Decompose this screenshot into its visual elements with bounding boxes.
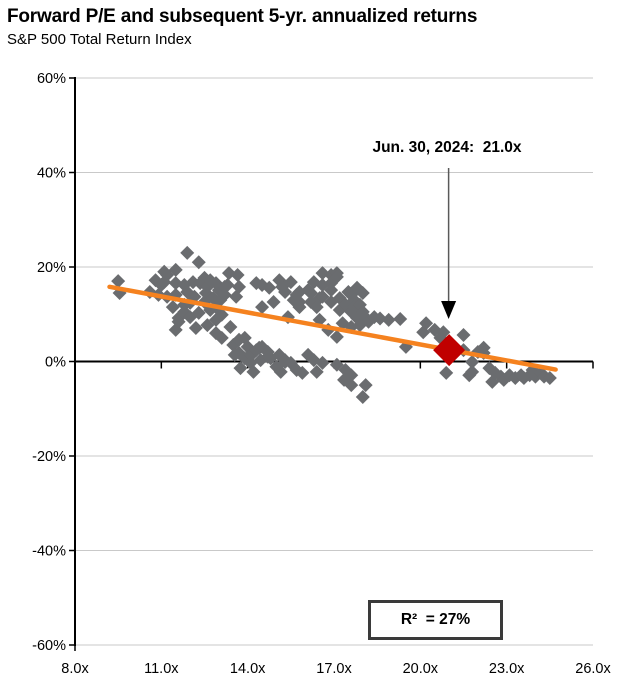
scatter-point	[217, 287, 232, 302]
scatter-point	[324, 283, 339, 298]
y-tick-label: 20%	[37, 260, 66, 276]
scatter-point	[111, 274, 126, 289]
x-tick-label: 11.0x	[144, 661, 179, 677]
scatter-point	[180, 245, 195, 260]
scatter-point	[255, 300, 270, 315]
scatter-point	[214, 330, 229, 345]
scatter-point	[223, 320, 238, 335]
r-squared-box: R² = 27%	[368, 600, 503, 640]
y-tick-label: -20%	[32, 449, 66, 465]
scatter-point	[229, 289, 244, 304]
scatter-point	[355, 389, 370, 404]
y-tick-label: -40%	[32, 544, 66, 560]
scatter-point	[220, 277, 235, 292]
scatter-point	[419, 316, 434, 331]
scatter-point	[171, 314, 186, 329]
scatter-point	[358, 378, 373, 393]
highlight-point	[433, 334, 466, 367]
scatter-point	[344, 378, 359, 393]
scatter-point	[191, 255, 206, 270]
scatter-point	[465, 364, 480, 379]
y-tick-label: 40%	[37, 166, 66, 182]
y-tick-label: 60%	[37, 71, 66, 87]
x-tick-label: 14.0x	[230, 661, 266, 677]
scatter-point	[266, 294, 281, 309]
scatter-point	[381, 312, 396, 327]
trend-line	[107, 284, 558, 372]
x-tick-label: 26.0x	[575, 661, 611, 677]
scatter-point	[246, 364, 261, 379]
x-tick-label: 17.0x	[316, 661, 352, 677]
scatter-point	[262, 280, 277, 295]
y-tick-label: -60%	[32, 638, 66, 654]
scatter-point	[439, 365, 454, 380]
scatter-point	[456, 328, 471, 343]
arrow-head-icon	[441, 301, 457, 319]
scatter-point	[295, 365, 310, 380]
scatter-point	[230, 268, 245, 283]
x-tick-label: 23.0x	[489, 661, 525, 677]
x-tick-label: 8.0x	[61, 661, 89, 677]
scatter-point	[292, 300, 307, 315]
scatter-point	[344, 368, 359, 383]
scatter-point	[273, 364, 288, 379]
highlight-annotation: Jun. 30, 2024: 21.0x	[372, 139, 522, 156]
scatter-point	[329, 269, 344, 284]
scatter-point	[393, 311, 408, 326]
scatter-point	[436, 325, 451, 340]
scatter-point	[188, 320, 203, 335]
scatter-point	[309, 364, 324, 379]
scatter-point	[165, 300, 180, 315]
scatter-point	[214, 307, 229, 322]
scatter-point	[233, 361, 248, 376]
scatter-point	[283, 275, 298, 290]
scatter-point	[373, 311, 388, 326]
scatter-point	[355, 285, 370, 300]
r-squared-label: R² = 27%	[400, 611, 471, 628]
scatter-point	[542, 371, 557, 386]
scatter-point	[191, 305, 206, 320]
chart-subtitle: S&P 500 Total Return Index	[7, 31, 192, 48]
x-tick-label: 20.0x	[403, 661, 439, 677]
scatter-point	[278, 285, 293, 300]
chart-title: Forward P/E and subsequent 5-yr. annuali…	[7, 6, 478, 27]
scatter-point	[329, 329, 344, 344]
scatter-point	[465, 354, 480, 369]
scatter-point	[315, 355, 330, 370]
scatter-point	[168, 262, 183, 277]
y-tick-label: 0%	[45, 355, 66, 371]
scatter-point	[232, 279, 247, 294]
